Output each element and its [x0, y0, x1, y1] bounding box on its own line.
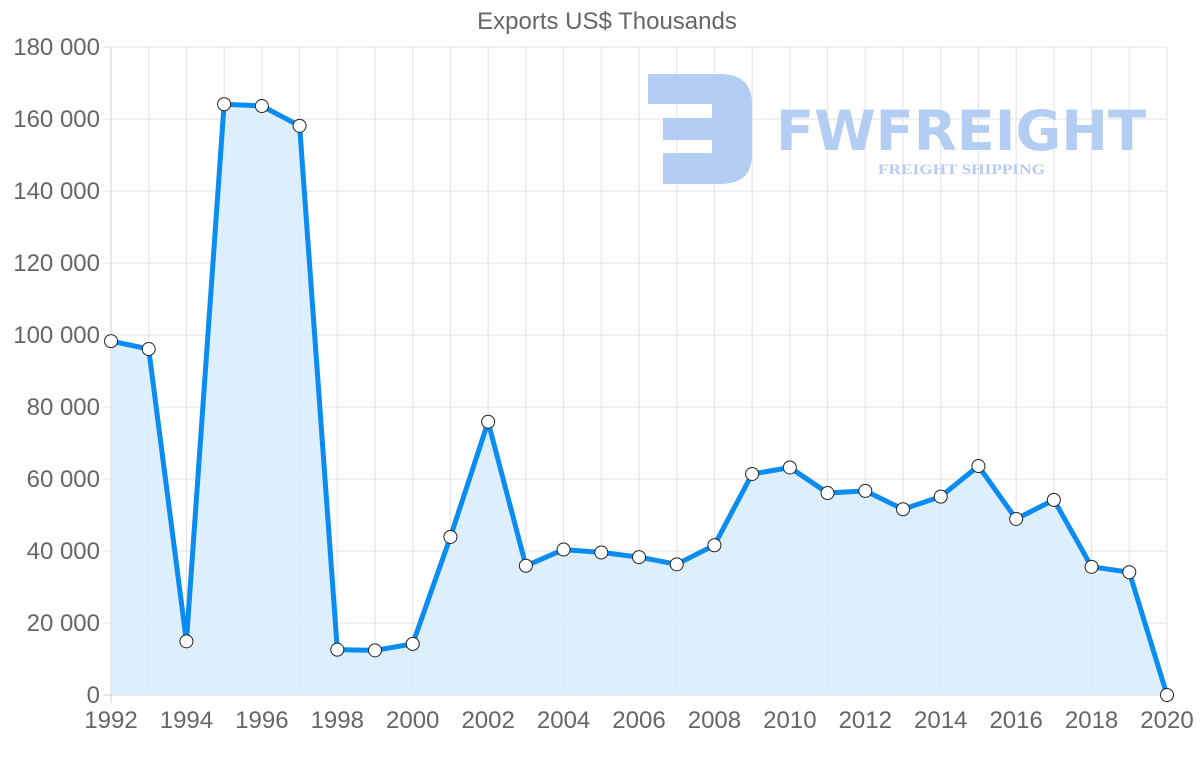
y-tick-label: 180 000	[13, 34, 100, 61]
data-point[interactable]	[820, 486, 835, 501]
x-tick-label: 2018	[1065, 707, 1118, 734]
data-point[interactable]	[217, 97, 232, 112]
x-tick-label: 2000	[386, 707, 439, 734]
y-tick-label: 60 000	[27, 466, 100, 493]
data-point[interactable]	[1084, 559, 1099, 574]
watermark-brand: FWFREIGHT	[776, 99, 1146, 163]
data-point[interactable]	[1009, 511, 1024, 526]
data-point[interactable]	[556, 542, 571, 557]
x-tick-label: 2016	[989, 707, 1042, 734]
data-point[interactable]	[104, 334, 118, 349]
data-point[interactable]	[254, 99, 269, 114]
y-axis-ticks: 0 20 000 40 000 60 000 80 000 100 000 120 000 1…	[13, 34, 100, 709]
y-tick-label: 140 000	[13, 178, 100, 205]
data-point[interactable]	[896, 502, 910, 517]
x-tick-label: 1996	[235, 707, 288, 734]
y-tick-label: 100 000	[13, 322, 100, 349]
data-point[interactable]	[330, 642, 345, 657]
x-tick-label: 2014	[914, 707, 967, 734]
x-tick-label: 2006	[612, 707, 665, 734]
data-point[interactable]	[745, 466, 760, 481]
x-tick-label: 1994	[160, 707, 213, 734]
data-point[interactable]	[933, 489, 948, 504]
data-point[interactable]	[669, 557, 684, 572]
x-tick-label: 1998	[311, 707, 364, 734]
data-point[interactable]	[292, 118, 307, 133]
y-tick-label: 20 000	[27, 610, 100, 637]
x-tick-label: 2012	[839, 707, 892, 734]
data-point[interactable]	[405, 636, 420, 651]
fwfreight-watermark-logo: FWFREIGHT FREIGHT SHIPPING	[648, 74, 1146, 184]
chart-title: Exports US$ Thousands	[477, 8, 737, 35]
area-fill	[111, 104, 1167, 695]
y-tick-label: 80 000	[27, 394, 100, 421]
data-point[interactable]	[858, 483, 873, 498]
data-point[interactable]	[971, 459, 986, 474]
x-tick-label: 2002	[461, 707, 514, 734]
watermark-tagline: FREIGHT SHIPPING	[878, 162, 1045, 178]
x-tick-label: 2004	[537, 707, 590, 734]
data-point[interactable]	[782, 460, 797, 475]
x-tick-label: 2010	[763, 707, 816, 734]
y-tick-label: 120 000	[13, 250, 100, 277]
logo-mark-icon	[648, 74, 752, 184]
y-tick-label: 0	[87, 682, 100, 709]
data-point[interactable]	[518, 558, 533, 573]
data-point[interactable]	[632, 550, 646, 565]
x-axis-ticks: 1992 1994 1996 1998 2000 2002 2004 2006 2008 2010…	[84, 707, 1193, 734]
data-point[interactable]	[481, 414, 496, 429]
data-points	[104, 97, 1174, 702]
data-point[interactable]	[1046, 492, 1061, 507]
y-tick-label: 40 000	[27, 538, 100, 565]
data-point[interactable]	[1122, 565, 1137, 580]
x-tick-label: 2020	[1140, 707, 1193, 734]
y-tick-label: 160 000	[13, 106, 100, 133]
data-point[interactable]	[443, 529, 458, 544]
x-tick-label: 2008	[688, 707, 741, 734]
data-point[interactable]	[179, 634, 194, 649]
data-point[interactable]	[594, 545, 609, 560]
data-point[interactable]	[707, 538, 722, 553]
data-point[interactable]	[368, 643, 382, 658]
x-tick-label: 1992	[84, 707, 137, 734]
data-point[interactable]	[1160, 688, 1174, 702]
data-point[interactable]	[141, 342, 156, 357]
